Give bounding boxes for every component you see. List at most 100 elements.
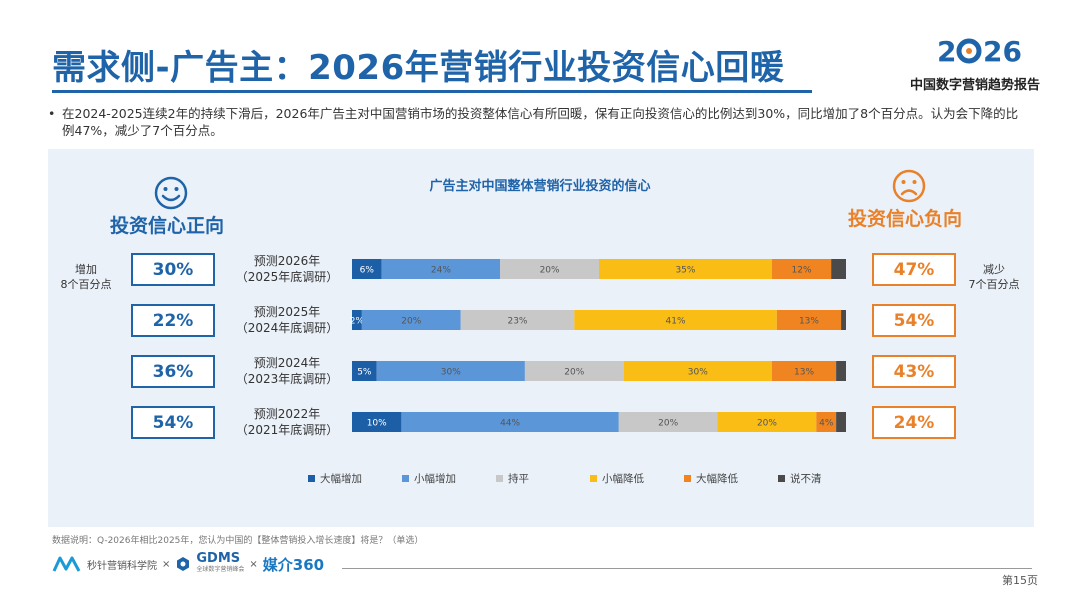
legend-item: 小幅增加: [402, 471, 496, 486]
row-label: 预测2024年 （2023年底调研）: [228, 355, 346, 387]
bar-segment: [717, 412, 817, 432]
bar-segment: [771, 361, 837, 381]
logo-gdms-block: GDMS 全球数字营销峰会: [196, 551, 245, 575]
bar-data-label: 2%: [350, 317, 365, 327]
negative-confidence-title: 投资信心负向: [848, 208, 963, 230]
negative-note-line1: 减少: [983, 263, 1005, 276]
bar-segment: [836, 361, 846, 381]
row-label: 预测2022年 （2021年底调研）: [228, 406, 346, 438]
summary-text: 在2024-2025连续2年的持续下滑后，2026年广告主对中国营销市场的投资整…: [62, 106, 1019, 138]
logo-gdms-sub: 全球数字营销峰会: [196, 566, 245, 573]
legend-label: 大幅增加: [320, 473, 362, 485]
smiley-face-icon: [154, 176, 188, 210]
bar-data-label: 20%: [658, 419, 678, 429]
partner-logos: 秒针营销科学院 × GDMS 全球数字营销峰会 × 媒介360: [52, 551, 324, 575]
brand-year-logo: 2 26: [937, 35, 1022, 68]
svg-text:26: 26: [983, 35, 1022, 68]
row-label-year: 预测2024年: [253, 356, 321, 370]
legend-label: 说不清: [790, 473, 822, 485]
bar-segment: [352, 259, 382, 279]
gdms-logo-icon: [177, 557, 190, 571]
miaozhen-logo-icon: [52, 556, 81, 572]
bar-data-label: 41%: [666, 317, 686, 327]
positive-value-box: 54%: [131, 406, 215, 439]
row-label: 预测2025年 （2024年底调研）: [228, 304, 346, 336]
positive-change-note: 增加 8个百分点: [55, 262, 117, 292]
legend-label: 小幅降低: [602, 473, 644, 485]
row-label-survey: （2021年底调研）: [235, 423, 339, 437]
bar-segment: [816, 412, 837, 432]
logo-gdms: GDMS: [196, 551, 241, 566]
bar-data-label: 10%: [367, 419, 387, 429]
bar-segment: [599, 259, 772, 279]
legend-item: 小幅降低: [590, 471, 684, 486]
bar-data-label: 44%: [500, 419, 520, 429]
positive-value-box: 30%: [131, 253, 215, 286]
chart-panel: [48, 149, 1034, 527]
bar-segment: [460, 310, 575, 330]
bar-data-label: 4%: [819, 419, 834, 429]
row-label-year: 预测2026年: [253, 254, 321, 268]
page-number: 第15页: [1002, 574, 1038, 587]
row-label-survey: （2023年底调研）: [235, 372, 339, 386]
bar-segment: [381, 259, 501, 279]
legend-swatch: [684, 475, 691, 482]
row-label-survey: （2025年底调研）: [235, 270, 339, 284]
bar-segment: [352, 412, 402, 432]
chart-legend: 大幅增加 小幅增加 持平 小幅降低 大幅降低 说不清: [308, 471, 872, 486]
positive-value-box: 36%: [131, 355, 215, 388]
bar-segment: [771, 259, 832, 279]
legend-swatch: [778, 475, 785, 482]
bullet-dot-icon: •: [48, 106, 56, 121]
bar-segment: [376, 361, 525, 381]
logo-miaozhen: 秒针营销科学院: [87, 560, 157, 572]
bar-segment: [841, 310, 846, 330]
bar-data-label: 20%: [564, 368, 584, 378]
chart-title: 广告主对中国整体营销行业投资的信心: [429, 179, 651, 194]
bar-segment: [500, 259, 599, 279]
row-label-year: 预测2022年: [253, 407, 321, 421]
legend-label: 持平: [508, 473, 529, 485]
page-title: 需求侧-广告主：2026年营销行业投资信心回暖: [52, 48, 785, 88]
legend-swatch: [402, 475, 409, 482]
svg-text:2: 2: [937, 35, 956, 68]
positive-confidence-title: 投资信心正向: [110, 215, 225, 237]
bar-segment: [352, 310, 362, 330]
bar-segment: [401, 412, 619, 432]
positive-value-box: 22%: [131, 304, 215, 337]
row-label: 预测2026年 （2025年底调研）: [228, 253, 346, 285]
bar-segment: [623, 361, 772, 381]
negative-value-box: 43%: [872, 355, 956, 388]
bar-data-label: 30%: [441, 368, 461, 378]
bar-segment: [352, 361, 377, 381]
bar-data-label: 30%: [688, 368, 708, 378]
bar-data-label: 24%: [431, 266, 451, 276]
bar-data-label: 20%: [757, 419, 777, 429]
bar-segment: [831, 259, 846, 279]
bar-data-label: 13%: [799, 317, 819, 327]
positive-note-line1: 增加: [75, 263, 97, 276]
bar-data-label: 5%: [357, 368, 372, 378]
footer-divider: [342, 568, 1032, 569]
bar-data-label: 6%: [360, 266, 375, 276]
bar-segment: [574, 310, 777, 330]
negative-value-box: 47%: [872, 253, 956, 286]
bar-segment: [524, 361, 624, 381]
legend-swatch: [308, 475, 315, 482]
legend-label: 大幅降低: [696, 473, 738, 485]
bar-data-label: 23%: [507, 317, 527, 327]
positive-note-line2: 8个百分点: [60, 278, 112, 291]
legend-swatch: [590, 475, 597, 482]
legend-item: 大幅增加: [308, 471, 402, 486]
summary-bullet: • 在2024-2025连续2年的持续下滑后，2026年广告主对中国营销市场的投…: [48, 105, 1030, 139]
bar-segment: [361, 310, 461, 330]
negative-value-box: 54%: [872, 304, 956, 337]
negative-note-line2: 7个百分点: [968, 278, 1020, 291]
legend-swatch: [496, 475, 503, 482]
title-underline: [52, 90, 812, 93]
row-label-year: 预测2025年: [253, 305, 321, 319]
brand-subtitle: 中国数字营销趋势报告: [909, 78, 1040, 93]
bar-segment: [836, 412, 846, 432]
bar-data-label: 20%: [540, 266, 560, 276]
